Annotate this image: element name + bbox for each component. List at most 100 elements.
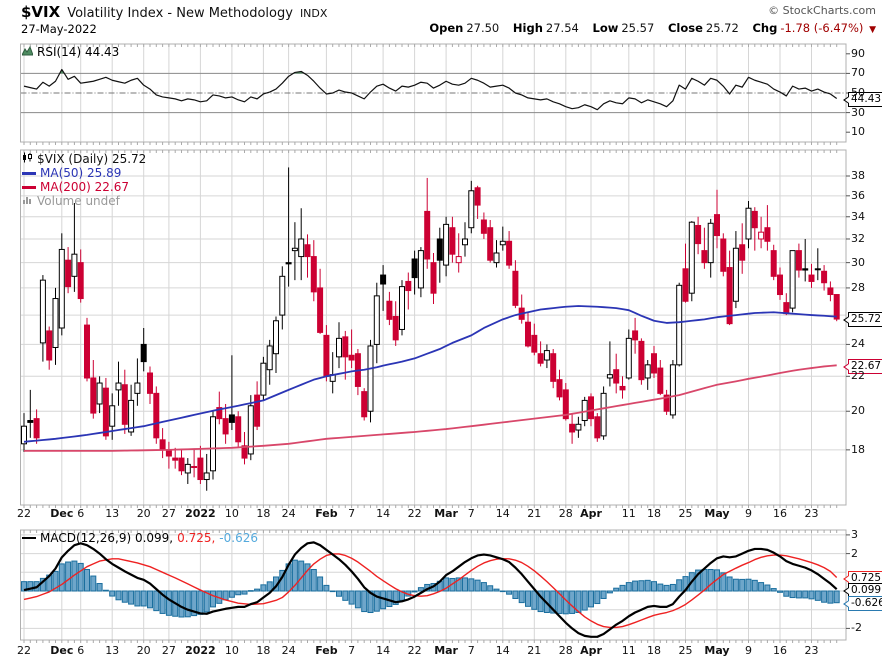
x-tick-label: Mar: [434, 644, 458, 657]
chg-label: Chg: [752, 21, 778, 35]
x-tick-label: 24: [281, 507, 296, 520]
price-legend: $VIX (Daily) 25.72 MA(50) 25.89 MA(200) …: [22, 152, 146, 208]
x-tick-label: May: [704, 507, 730, 520]
x-tick-label: 27: [161, 644, 176, 657]
x-tick-label: 21: [527, 644, 542, 657]
x-tick-label: 22: [17, 644, 31, 657]
macd-hist-value: -0.626: [851, 597, 882, 609]
symbol-legend-label: $VIX (Daily) 25.72: [37, 152, 147, 166]
exchange-label: INDX: [299, 7, 328, 20]
x-tick-label: 11: [621, 507, 636, 520]
x-tick-label: 20: [136, 507, 151, 520]
x-tick-label: Dec: [50, 644, 74, 657]
x-tick-label: 14: [495, 644, 510, 657]
x-tick-label: 22: [407, 644, 422, 657]
ma200-legend-label: MA(200) 22.67: [40, 180, 129, 194]
volume-bars-icon: [22, 194, 33, 208]
x-tick-label: 10: [224, 644, 239, 657]
index-name: Volatility Index - New Methodology: [67, 6, 293, 21]
x-tick-label: Feb: [315, 644, 338, 657]
low-value: 25.57: [621, 21, 655, 35]
x-tick-label: Apr: [580, 644, 602, 657]
ticker-symbol: $VIX: [21, 3, 61, 21]
macd-hist-value-box: -0.626: [843, 596, 882, 611]
close-value: 25.72: [705, 21, 739, 35]
x-tick-label: 16: [773, 644, 787, 657]
chg-value: -1.78 (-6.47%): [780, 21, 864, 35]
x-axis-labels-bottom: 22 Dec 6 13 20 27 2022 10 18 24 Feb 7 14 22 Mar 7 14 21 28…: [0, 644, 882, 660]
x-tick-label: 23: [804, 507, 819, 520]
x-tick-label: 13: [105, 507, 120, 520]
high-label: High: [512, 21, 543, 35]
x-tick-label: Dec: [50, 507, 74, 520]
chg-down-triangle-icon: ▼: [869, 25, 876, 35]
x-tick-label: 25: [678, 507, 693, 520]
rsi-area-icon: [21, 45, 34, 59]
x-tick-label: 18: [647, 644, 661, 657]
x-tick-label: 22: [407, 507, 422, 520]
x-tick-label: 10: [224, 507, 239, 520]
macd-signal-value: 0.725: [851, 572, 882, 584]
ma200-value-box: 22.67: [842, 359, 882, 374]
x-tick-label: 21: [527, 507, 542, 520]
x-tick-label: Apr: [580, 507, 602, 520]
macd-hist-legend-value: -0.626: [219, 531, 258, 545]
x-tick-label: 27: [161, 507, 176, 520]
open-label: Open: [429, 21, 464, 35]
x-tick-label: 18: [256, 507, 271, 520]
x-tick-label: Feb: [315, 507, 338, 520]
rsi-legend: RSI(14) 44.43: [21, 45, 120, 59]
x-tick-label: 18: [647, 507, 661, 520]
macd-legend: MACD(12,26,9) 0.099, 0.725, -0.626: [22, 531, 258, 545]
rsi-legend-label: RSI(14) 44.43: [37, 45, 120, 59]
ma50-swatch-icon: [22, 171, 36, 175]
x-tick-label: 2022: [185, 507, 216, 520]
high-value: 27.54: [545, 21, 579, 35]
x-tick-label: 13: [105, 644, 120, 657]
close-label: Close: [667, 21, 703, 35]
chart-title: $VIX Volatility Index - New Methodology …: [21, 3, 327, 21]
x-tick-label: 20: [136, 644, 151, 657]
macd-value: 0.099: [851, 584, 882, 596]
x-tick-label: 28: [558, 644, 573, 657]
macd-swatch-icon: [22, 537, 36, 539]
x-tick-label: 7: [467, 507, 475, 520]
x-tick-label: 24: [281, 644, 296, 657]
ma200-swatch-icon: [22, 185, 36, 189]
x-tick-label: 28: [558, 507, 573, 520]
x-tick-label: 14: [376, 507, 391, 520]
x-tick-label: 7: [467, 644, 475, 657]
x-tick-label: 7: [348, 507, 356, 520]
close-price-value: 25.72: [851, 313, 882, 325]
x-tick-label: 14: [376, 644, 391, 657]
macd-signal-legend-value: 0.725,: [177, 531, 216, 545]
open-value: 27.50: [466, 21, 500, 35]
close-value-box: 25.72: [842, 312, 882, 327]
x-tick-label: 2022: [185, 644, 216, 657]
x-tick-label: 14: [495, 507, 510, 520]
x-tick-label: 9: [745, 644, 752, 657]
quote-summary: Open 27.50 High 27.54 Low 25.57 Close 25.72 …: [419, 21, 876, 35]
x-tick-label: 25: [678, 644, 693, 657]
low-label: Low: [592, 21, 619, 35]
chart-date: 27-May-2022: [21, 22, 97, 36]
x-tick-label: 23: [804, 644, 819, 657]
x-tick-label: 6: [77, 507, 85, 520]
x-tick-label: 11: [621, 644, 636, 657]
x-tick-label: 9: [745, 507, 752, 520]
copyright-text: © StockCharts.com: [768, 4, 876, 17]
volume-legend-label: Volume undef: [37, 194, 120, 208]
x-tick-label: 16: [773, 507, 787, 520]
candlestick-icon: [22, 152, 33, 166]
x-tick-label: 22: [17, 507, 31, 520]
x-axis-labels-top: 22 Dec 6 13 20 27 2022 10 18 24 Feb 7 14 22 Mar 7 14 21 28…: [0, 507, 882, 523]
x-tick-label: May: [704, 644, 730, 657]
x-tick-label: 7: [348, 644, 356, 657]
macd-legend-label: MACD(12,26,9) 0.099,: [40, 531, 174, 545]
x-tick-label: 6: [77, 644, 85, 657]
ma50-legend-label: MA(50) 25.89: [40, 166, 122, 180]
rsi-value-box: 44.43: [842, 92, 882, 107]
ma200-value: 22.67: [851, 360, 882, 372]
